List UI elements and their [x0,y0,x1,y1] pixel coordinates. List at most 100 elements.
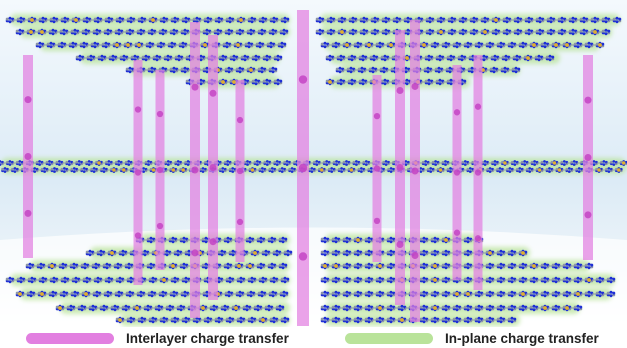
top-sheet-right-1-atom [450,32,454,36]
bottom-sheet-left-5-atom [179,304,183,308]
bottom-sheet-right-2-atom [499,266,503,270]
top-sheet-right-3-atom [339,58,343,62]
top-sheet-left-0-atom [118,20,122,24]
top-sheet-left-4-atom [125,67,129,71]
bottom-sheet-right-1-atom [510,249,514,253]
middle-sheet-b-atom [92,167,96,170]
bottom-sheet-right-2-atom [499,262,503,266]
top-sheet-right-4-atom [338,70,342,74]
top-sheet-right-1-atom [582,32,586,36]
bottom-sheet-right-1-atom [367,249,371,253]
middle-sheet-b-atom [369,167,373,170]
top-sheet-right-0-atom [560,20,564,24]
bottom-sheet-right-3-atom [422,280,426,284]
bottom-sheet-left-4-atom [161,290,165,294]
bottom-sheet-right-3-atom [334,276,338,280]
bottom-sheet-left-4-atom [227,294,231,298]
middle-sheet-a-atom [463,160,467,163]
bottom-sheet-left-1-atom [165,249,169,253]
top-sheet-left-4-atom [260,66,264,70]
bottom-sheet-right-2-accent-atom [433,264,437,268]
top-sheet-right-2-atom [499,41,503,45]
bottom-sheet-right-0-atom [389,240,393,244]
top-sheet-right-0-atom [549,20,553,24]
top-sheet-right-1-atom [560,28,564,32]
bottom-sheet-left-3-atom [217,280,221,284]
bottom-sheet-left-3-atom [63,280,67,284]
top-sheet-right-5-atom [350,78,354,82]
bottom-sheet-right-1-atom [466,253,470,257]
middle-sheet-b-atom [3,167,7,170]
top-sheet-left-3-atom [199,54,203,58]
top-sheet-right-3-atom [504,58,508,62]
bottom-sheet-left-5-atom [80,304,84,308]
bottom-sheet-right-3-atom [389,280,393,284]
bottom-sheet-left-3-atom [96,276,100,280]
top-sheet-left-2-atom [35,42,39,46]
middle-sheet-b-accent-atom [597,168,601,172]
middle-sheet-a-atom [335,160,338,163]
bottom-sheet-right-2-accent-atom [378,264,382,268]
top-sheet-right-4-atom [426,66,430,70]
top-sheet-right-3-atom [515,58,519,62]
middle-sheet-a-atom [325,163,329,166]
bottom-sheet-left-4-atom [106,294,110,298]
middle-sheet-b-atom [310,170,314,173]
top-sheet-left-4-atom [150,70,154,74]
top-sheet-right-0-atom [406,16,410,20]
top-sheet-left-0-accent-atom [239,18,243,22]
top-sheet-right-0-atom [329,20,333,24]
bottom-sheet-right-2-atom [444,266,448,270]
bottom-sheet-left-2-accent-atom [248,264,252,268]
top-sheet-right-1-atom [505,32,509,36]
bottom-sheet-left-5-atom [55,305,59,309]
bottom-sheet-left-3-atom [8,276,12,280]
bottom-sheet-left-4-atom [62,294,66,298]
bottom-sheet-left-2-atom [281,262,285,266]
top-sheet-left-2-atom [258,45,262,49]
bottom-sheet-left-5-atom [146,308,150,312]
bottom-sheet-left-2-atom [259,262,263,266]
bottom-sheet-right-0-atom [323,236,327,240]
bottom-sheet-left-1-atom [88,253,92,257]
middle-sheet-b-atom [488,167,492,170]
top-sheet-right-1-atom [607,29,611,33]
top-sheet-left-4-atom [183,66,187,70]
middle-sheet-a-atom [48,163,51,166]
top-sheet-right-3-atom [350,58,354,62]
bottom-sheet-left-5-atom [102,308,106,312]
bottom-sheet-left-4-atom [106,290,110,294]
middle-sheet-a-atom [226,163,230,166]
top-sheet-right-2-accent-atom [389,43,393,47]
bottom-sheet-right-1-atom [356,253,360,257]
top-sheet-right-5-accent-atom [328,80,332,84]
bottom-sheet-left-3-accent-atom [162,278,166,282]
bottom-sheet-right-3-atom [576,280,580,284]
top-sheet-right-0-atom [472,16,476,20]
bottom-sheet-left-0-atom [259,240,263,244]
top-sheet-right-1-atom [373,28,377,32]
top-sheet-left-2-atom [280,45,284,49]
top-sheet-left-2-atom [148,45,152,49]
top-sheet-right-2-atom [576,41,580,45]
bottom-sheet-right-4-atom [422,290,426,294]
bottom-sheet-left-4-atom [139,294,143,298]
bottom-sheet-left-3-atom [173,280,177,284]
bottom-sheet-right-4-atom [378,294,382,298]
bottom-sheet-right-4-atom [532,294,536,298]
bottom-sheet-left-3-atom [118,280,122,284]
bottom-sheet-left-3-atom [228,276,232,280]
bottom-sheet-left-3-atom [107,280,111,284]
bottom-sheet-left-2-atom [127,262,131,266]
top-sheet-left-0-atom [96,16,100,20]
middle-sheet-b-atom [13,170,17,173]
middle-sheet-a-atom [246,160,249,163]
top-sheet-right-5-atom [438,78,442,82]
middle-sheet-a-atom [0,160,2,163]
bottom-sheet-right-0-atom [466,236,470,240]
bottom-sheet-left-4-atom [227,290,231,294]
bottom-sheet-right-3-atom [543,276,547,280]
top-sheet-left-0-atom [8,16,12,20]
bottom-sheet-right-2-atom [345,262,349,266]
top-sheet-left-3-atom [221,54,225,58]
